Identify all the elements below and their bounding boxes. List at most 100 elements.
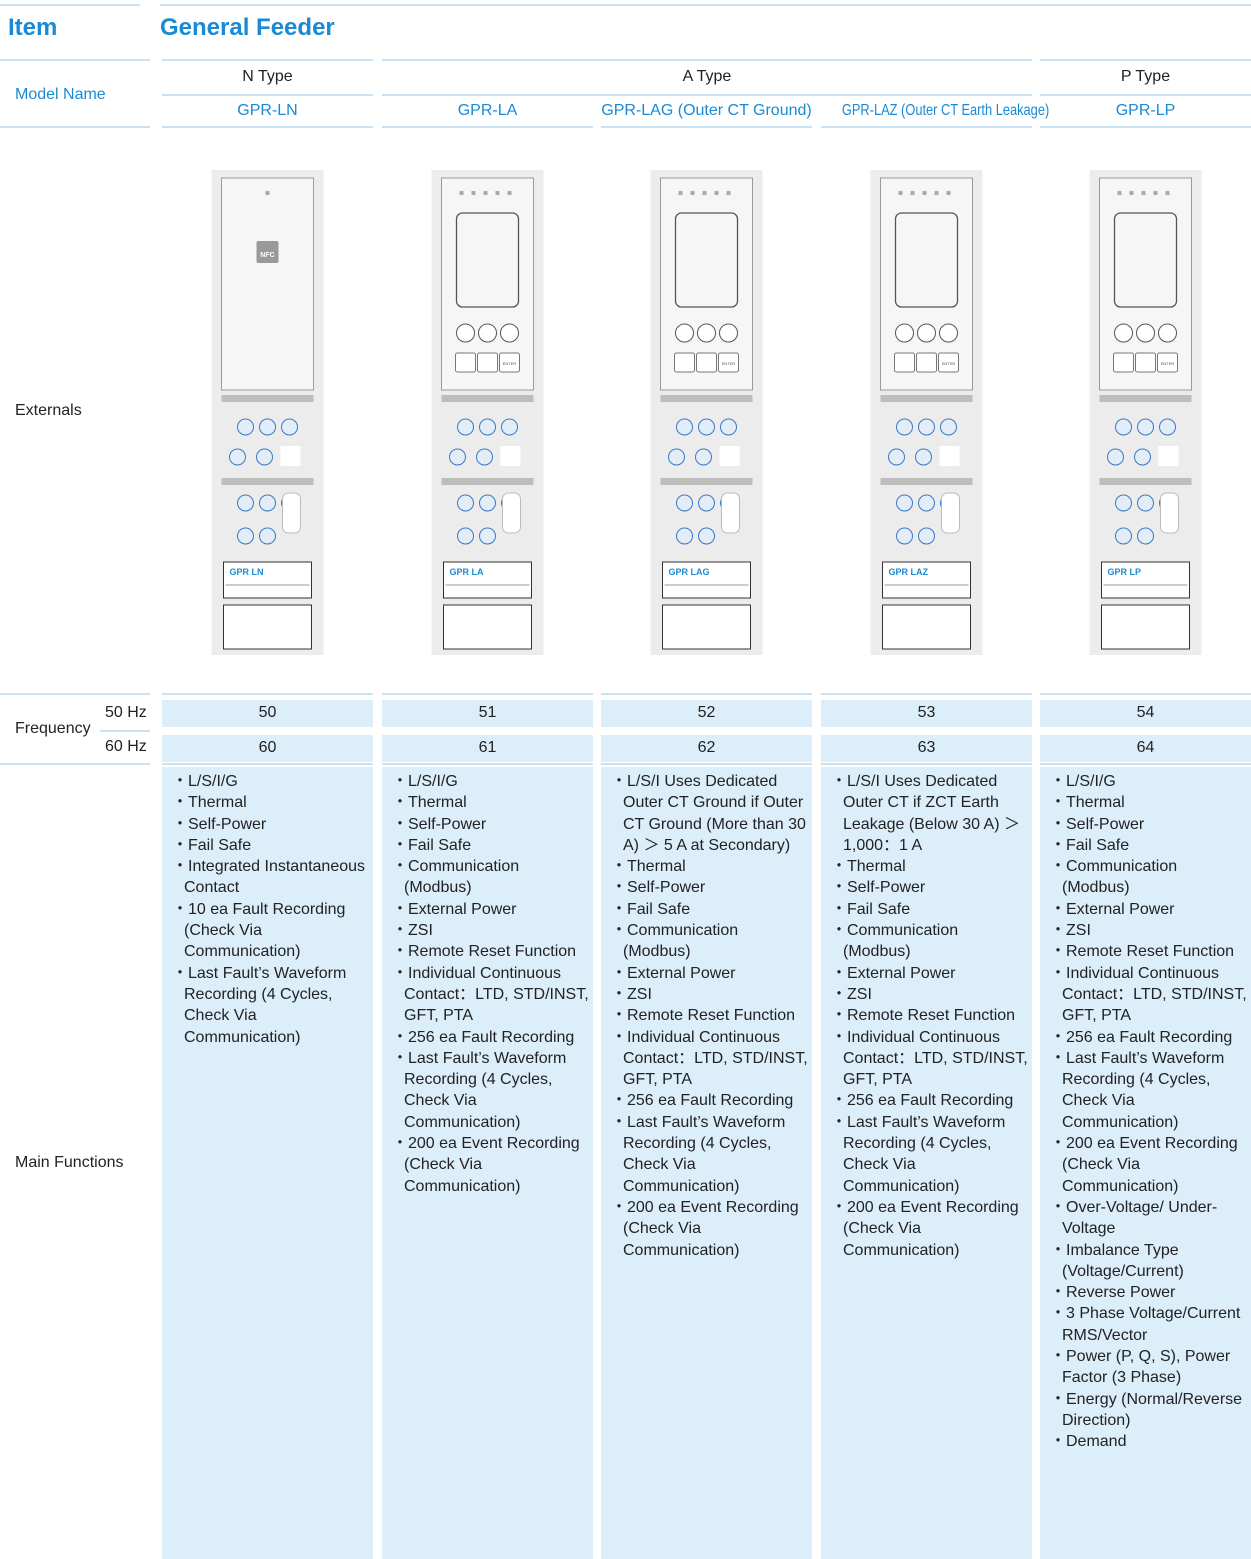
led xyxy=(265,191,270,195)
button xyxy=(675,323,694,343)
enter-text: ENTER xyxy=(722,361,736,366)
led xyxy=(471,191,476,195)
dial xyxy=(501,418,518,436)
freq-band xyxy=(1040,735,1251,762)
led xyxy=(1117,191,1122,195)
function-item: ・Fail Safe xyxy=(172,836,252,854)
type-name: P Type xyxy=(1120,68,1171,85)
led xyxy=(910,191,915,195)
function-list: ・L/S/I Uses Dedicated Outer CT if ZCT Ea… xyxy=(831,771,1030,1261)
screen xyxy=(1113,212,1178,308)
nfc-text: NFC xyxy=(260,252,274,259)
setting-strip xyxy=(660,395,753,402)
freq-band xyxy=(821,735,1032,762)
frequency-60: 63 xyxy=(917,739,936,756)
led xyxy=(702,191,707,195)
function-item: ・Last Fault’s Waveform Recording (4 Cycl… xyxy=(172,964,347,1046)
dial xyxy=(256,448,273,466)
led xyxy=(690,191,695,195)
switch xyxy=(1160,492,1179,534)
setting-strip xyxy=(1099,395,1192,402)
led xyxy=(1153,191,1158,195)
setting-strip xyxy=(441,478,534,485)
function-item: ・Imbalance Type (Voltage/Current) xyxy=(1050,1241,1184,1280)
button xyxy=(718,352,739,373)
function-item: ・256 ea Fault Recording xyxy=(831,1092,1014,1110)
title: General Feeder xyxy=(160,14,335,41)
switch xyxy=(939,446,960,466)
led xyxy=(483,191,488,195)
led xyxy=(1129,191,1134,195)
nfc-icon xyxy=(256,241,279,263)
function-item: ・Energy (Normal/Reverse Direction) xyxy=(1050,1390,1243,1429)
function-list: ・L/S/I/G ・Thermal ・Self-Power ・Fail Safe ・Co… xyxy=(392,771,591,1197)
function-item: ・256 ea Fault Recording xyxy=(611,1092,794,1110)
led xyxy=(1165,191,1170,195)
bottom-box xyxy=(882,604,971,650)
led xyxy=(898,191,903,195)
enter-text: ENTER xyxy=(942,361,956,366)
function-item: ・Communication (Modbus) xyxy=(831,922,959,961)
function-item: ・Integrated Instantaneous Contact xyxy=(172,858,366,897)
function-item: ・Demand xyxy=(1050,1433,1127,1451)
dial xyxy=(1115,527,1132,545)
setting-strip xyxy=(880,478,973,485)
led xyxy=(922,191,927,195)
button xyxy=(500,323,519,343)
dial xyxy=(476,448,493,466)
setting-strip xyxy=(660,478,753,485)
function-item: ・External Power xyxy=(831,964,956,982)
label-box xyxy=(1101,561,1190,599)
dial xyxy=(449,448,466,466)
dial xyxy=(720,418,737,436)
dial xyxy=(698,494,715,512)
dial xyxy=(259,527,276,545)
function-item: ・Last Fault’s Waveform Recording (4 Cycl… xyxy=(1050,1049,1225,1131)
label-box xyxy=(662,561,751,599)
function-item: ・Self-Power xyxy=(1050,815,1145,833)
dial xyxy=(237,418,254,436)
dial xyxy=(1159,418,1176,436)
device-label: GPR LA xyxy=(450,567,485,577)
function-item: ・ZSI xyxy=(1050,922,1091,940)
button xyxy=(894,352,915,373)
row-label: 60 Hz xyxy=(105,738,147,755)
device-label: GPR LAG xyxy=(669,567,710,577)
dial xyxy=(698,418,715,436)
dial xyxy=(479,418,496,436)
dial xyxy=(896,418,913,436)
led xyxy=(495,191,500,195)
led xyxy=(459,191,464,195)
dial xyxy=(237,527,254,545)
function-item: ・Last Fault’s Waveform Recording (4 Cycl… xyxy=(611,1113,786,1195)
dial xyxy=(457,494,474,512)
freq-band xyxy=(1040,700,1251,727)
frequency-50: 54 xyxy=(1136,704,1155,721)
function-item: ・256 ea Fault Recording xyxy=(1050,1028,1233,1046)
led xyxy=(946,191,951,195)
dial xyxy=(676,494,693,512)
bottom-box xyxy=(662,604,751,650)
function-item: ・200 ea Event Recording (Check Via Commu… xyxy=(392,1135,580,1195)
model-name: GPR-LP xyxy=(1115,102,1176,119)
function-item: ・Remote Reset Function xyxy=(611,1007,796,1025)
device-label: GPR LP xyxy=(1108,567,1142,577)
function-item: ・External Power xyxy=(1050,900,1175,918)
functions-band xyxy=(1040,767,1251,1559)
button xyxy=(1113,352,1134,373)
function-item: ・Power (P, Q, S), Power Factor (3 Phase) xyxy=(1050,1348,1231,1387)
type-name: A Type xyxy=(682,68,732,85)
frequency-60: 64 xyxy=(1136,739,1155,756)
function-item: ・Last Fault’s Waveform Recording (4 Cycl… xyxy=(392,1049,567,1131)
dial xyxy=(1134,448,1151,466)
dial xyxy=(259,418,276,436)
row-label: Frequency xyxy=(15,720,91,737)
button xyxy=(939,323,958,343)
screen xyxy=(674,212,739,308)
dial xyxy=(1115,418,1132,436)
function-item: ・Over-Voltage/ Under-Voltage xyxy=(1050,1198,1218,1238)
function-item: ・Remote Reset Function xyxy=(1050,943,1235,961)
enter-text: ENTER xyxy=(503,361,517,366)
dial xyxy=(479,527,496,545)
